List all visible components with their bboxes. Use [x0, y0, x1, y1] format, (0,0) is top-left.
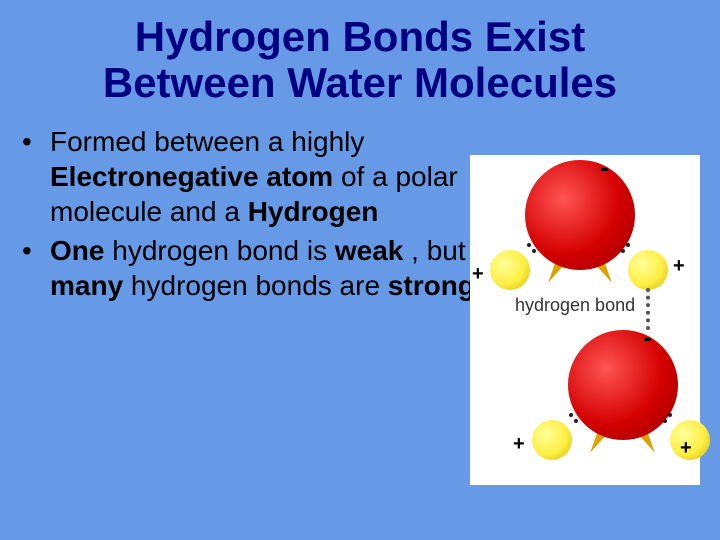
water-molecule-diagram: - + + hydrogen bond - + +: [470, 155, 700, 485]
oxygen-atom: [568, 330, 678, 440]
hydrogen-atom: [532, 420, 572, 460]
charge-positive: +: [472, 263, 484, 286]
charge-negative: -: [643, 322, 652, 353]
charge-negative: -: [600, 152, 609, 183]
bullet-list: •Formed between a highly Electronegative…: [22, 124, 477, 307]
bullet-text: Formed between a highly Electronegative …: [50, 124, 477, 229]
bullet-text: One hydrogen bond is weak , but many hyd…: [50, 233, 477, 303]
bullet-dot: •: [22, 124, 50, 229]
bullet-item: •One hydrogen bond is weak , but many hy…: [22, 233, 477, 303]
slide-title: Hydrogen Bonds Exist Between Water Molec…: [0, 0, 720, 124]
bullet-dot: •: [22, 233, 50, 303]
hydrogen-atom: [490, 250, 530, 290]
hydrogen-bond-label: hydrogen bond: [515, 295, 635, 316]
bullet-item: •Formed between a highly Electronegative…: [22, 124, 477, 229]
title-line2: Between Water Molecules: [103, 59, 617, 106]
title-line1: Hydrogen Bonds Exist: [135, 13, 585, 60]
charge-positive: +: [673, 255, 685, 278]
hydrogen-atom: [628, 250, 668, 290]
oxygen-atom: [525, 160, 635, 270]
charge-positive: +: [680, 437, 692, 460]
charge-positive: +: [513, 433, 525, 456]
